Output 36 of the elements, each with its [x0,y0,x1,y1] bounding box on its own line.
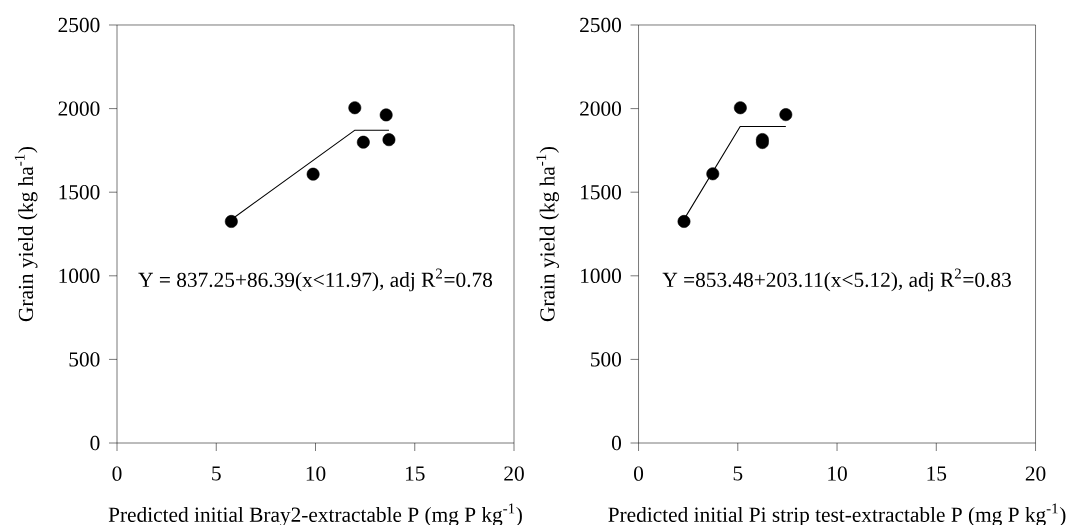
x-tick-label: 5 [733,466,743,481]
y-axis-title: Grain yield (kg ha$^{-1}$) [536,146,560,322]
y-tick-label: 1500 [59,185,100,200]
point [779,108,793,122]
annotation: Y =853.48+203.11(x<5.12), adj R$^{2}$=0.83 [662,268,1011,292]
x-tick-label: 10 [306,466,326,481]
point [379,108,393,122]
y-tick-label: 2000 [58,101,100,116]
y-tick-label: 2000 [580,101,622,116]
point [733,101,747,115]
y-tick-label: 0 [611,435,622,451]
point [706,167,720,181]
y-tick-label: 500 [69,352,100,367]
x-tick-label: 0 [634,466,644,481]
x-tick-label: 0 [112,466,122,481]
x-tick-label: 5 [212,466,221,481]
point [224,215,238,228]
y-axis-title: Grain yield (kg ha$^{-1}$) [14,146,38,322]
y-tick-label: 1000 [581,268,622,283]
x-tick-label: 10 [828,466,847,481]
point [348,101,362,115]
x-tick-label: 20 [1025,466,1046,481]
y-tick-label: 2500 [58,17,100,33]
y-tick-label: 1500 [581,185,622,200]
y-tick-label: 0 [90,435,100,451]
point [356,135,370,149]
x-tick-label: 20 [504,466,524,481]
point [677,215,691,228]
point [382,133,396,147]
annotation: Y = 837.25+86.39(x<11.97), adj R$^{2}$=0.78 [138,268,493,292]
y-tick-label: 2500 [580,17,622,33]
x-tick-label: 15 [405,466,425,481]
x-tick-label: 15 [927,466,947,481]
y-tick-label: 500 [591,352,622,367]
y-tick-label: 1000 [59,268,100,283]
point [306,167,320,181]
